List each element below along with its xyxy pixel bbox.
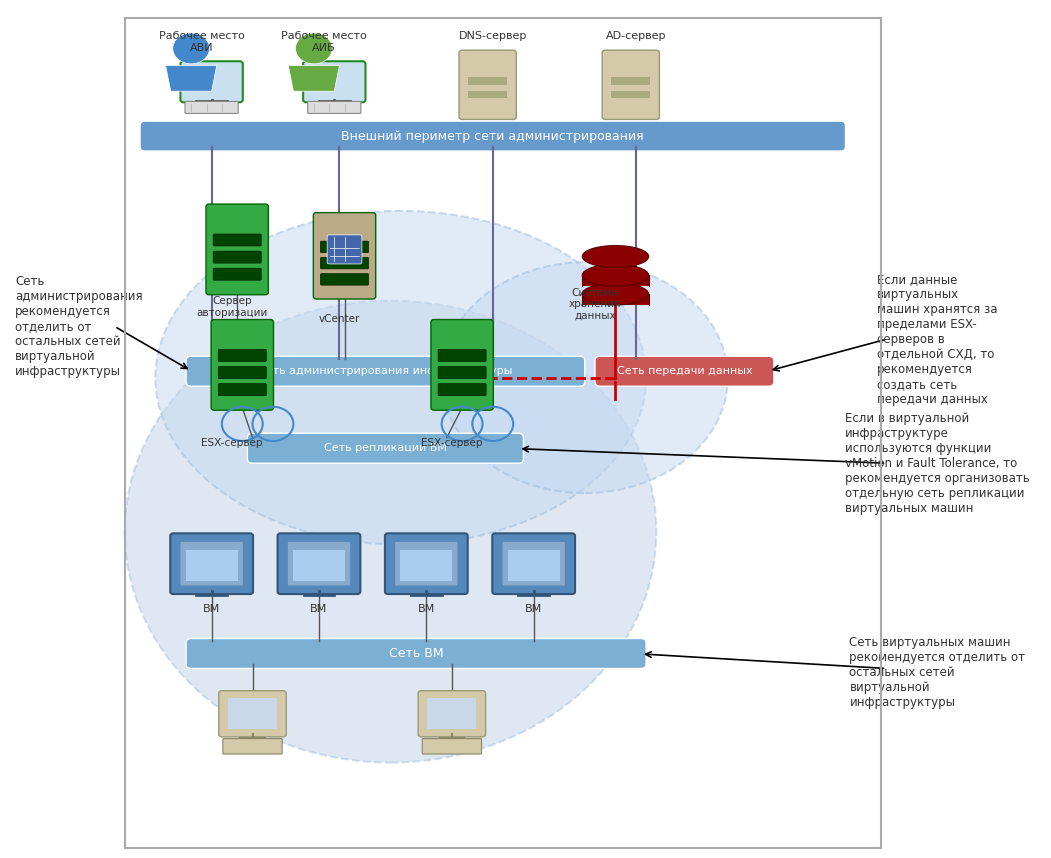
FancyBboxPatch shape bbox=[431, 319, 493, 410]
FancyBboxPatch shape bbox=[602, 50, 659, 119]
Ellipse shape bbox=[582, 283, 648, 305]
FancyBboxPatch shape bbox=[185, 101, 239, 113]
FancyBboxPatch shape bbox=[395, 542, 457, 585]
FancyBboxPatch shape bbox=[303, 61, 366, 102]
Text: ВМ: ВМ bbox=[310, 604, 328, 614]
FancyBboxPatch shape bbox=[459, 50, 516, 119]
FancyBboxPatch shape bbox=[211, 319, 273, 410]
FancyBboxPatch shape bbox=[438, 366, 487, 378]
Polygon shape bbox=[288, 65, 339, 91]
FancyBboxPatch shape bbox=[423, 739, 481, 754]
FancyBboxPatch shape bbox=[502, 542, 564, 585]
FancyBboxPatch shape bbox=[595, 356, 774, 386]
Text: ESX-сервер: ESX-сервер bbox=[421, 438, 482, 448]
FancyBboxPatch shape bbox=[213, 269, 262, 281]
Text: Сеть администрирования инфраструктуры: Сеть администрирования инфраструктуры bbox=[259, 366, 513, 377]
FancyBboxPatch shape bbox=[213, 234, 262, 246]
Bar bbox=[400, 550, 452, 581]
Text: Сеть ВМ: Сеть ВМ bbox=[389, 647, 444, 660]
FancyBboxPatch shape bbox=[313, 213, 375, 299]
FancyBboxPatch shape bbox=[181, 542, 243, 585]
Bar bbox=[228, 698, 277, 729]
FancyBboxPatch shape bbox=[140, 121, 845, 151]
Ellipse shape bbox=[582, 245, 648, 268]
Bar bbox=[612, 77, 651, 85]
Text: Сеть репликации ВМ: Сеть репликации ВМ bbox=[324, 444, 447, 453]
FancyBboxPatch shape bbox=[277, 534, 360, 594]
Ellipse shape bbox=[441, 263, 728, 493]
Text: Если данные
виртуальных
машин хранятся за
пределами ESX-
серверов в
отдельной СХ: Если данные виртуальных машин хранятся з… bbox=[878, 273, 997, 406]
Bar bbox=[186, 550, 238, 581]
FancyBboxPatch shape bbox=[223, 739, 282, 754]
Circle shape bbox=[172, 33, 209, 63]
Bar bbox=[582, 275, 648, 287]
FancyBboxPatch shape bbox=[385, 534, 468, 594]
FancyBboxPatch shape bbox=[170, 534, 253, 594]
Text: ВМ: ВМ bbox=[526, 604, 542, 614]
FancyBboxPatch shape bbox=[219, 384, 266, 396]
FancyBboxPatch shape bbox=[308, 101, 360, 113]
FancyBboxPatch shape bbox=[186, 638, 646, 668]
FancyBboxPatch shape bbox=[418, 691, 486, 737]
FancyBboxPatch shape bbox=[213, 251, 262, 263]
FancyBboxPatch shape bbox=[438, 384, 487, 396]
Ellipse shape bbox=[156, 211, 646, 545]
Bar bbox=[469, 91, 507, 98]
Text: Сеть
администрирования
рекомендуется
отделить от
остальных сетей
виртуальной
инф: Сеть администрирования рекомендуется отд… bbox=[15, 275, 143, 378]
Text: Система
хранения
данных: Система хранения данных bbox=[569, 288, 621, 321]
FancyBboxPatch shape bbox=[288, 542, 350, 585]
Text: Внешний периметр сети администрирования: Внешний периметр сети администрирования bbox=[342, 130, 644, 142]
Bar bbox=[125, 19, 881, 848]
Text: ESX-сервер: ESX-сервер bbox=[202, 438, 263, 448]
Text: ВМ: ВМ bbox=[417, 604, 435, 614]
Text: Рабочее место
АВИ: Рабочее место АВИ bbox=[159, 32, 244, 53]
Text: vCenter: vCenter bbox=[318, 313, 360, 323]
Text: ВМ: ВМ bbox=[203, 604, 221, 614]
Bar bbox=[293, 550, 345, 581]
Bar bbox=[582, 294, 648, 305]
Text: Сервер
авторизации: Сервер авторизации bbox=[197, 297, 268, 318]
Text: Если в виртуальной
инфраструктуре
используются функции
vMotion и Fault Tolerance: Если в виртуальной инфраструктуре исполь… bbox=[845, 412, 1030, 515]
Text: Рабочее место
АИБ: Рабочее место АИБ bbox=[282, 32, 367, 53]
Polygon shape bbox=[166, 65, 217, 91]
FancyBboxPatch shape bbox=[186, 356, 584, 386]
Text: DNS-сервер: DNS-сервер bbox=[458, 32, 527, 41]
Bar bbox=[428, 698, 476, 729]
FancyBboxPatch shape bbox=[321, 274, 369, 285]
FancyBboxPatch shape bbox=[219, 366, 266, 378]
FancyBboxPatch shape bbox=[219, 349, 266, 361]
FancyBboxPatch shape bbox=[219, 691, 286, 737]
Ellipse shape bbox=[582, 264, 648, 287]
FancyBboxPatch shape bbox=[181, 61, 243, 102]
Bar bbox=[612, 91, 651, 98]
Bar bbox=[508, 550, 560, 581]
Circle shape bbox=[295, 33, 332, 63]
FancyBboxPatch shape bbox=[492, 534, 575, 594]
Ellipse shape bbox=[125, 300, 656, 763]
FancyBboxPatch shape bbox=[206, 204, 268, 295]
Text: AD-сервер: AD-сервер bbox=[605, 32, 666, 41]
FancyBboxPatch shape bbox=[321, 257, 369, 269]
FancyBboxPatch shape bbox=[321, 241, 369, 252]
Text: Сеть передачи данных: Сеть передачи данных bbox=[617, 366, 753, 377]
Bar bbox=[469, 77, 507, 85]
FancyBboxPatch shape bbox=[327, 235, 362, 264]
FancyBboxPatch shape bbox=[247, 433, 523, 463]
Text: Сеть виртуальных машин
рекомендуется отделить от
остальных сетей
виртуальной
инф: Сеть виртуальных машин рекомендуется отд… bbox=[849, 637, 1026, 710]
FancyBboxPatch shape bbox=[438, 349, 487, 361]
